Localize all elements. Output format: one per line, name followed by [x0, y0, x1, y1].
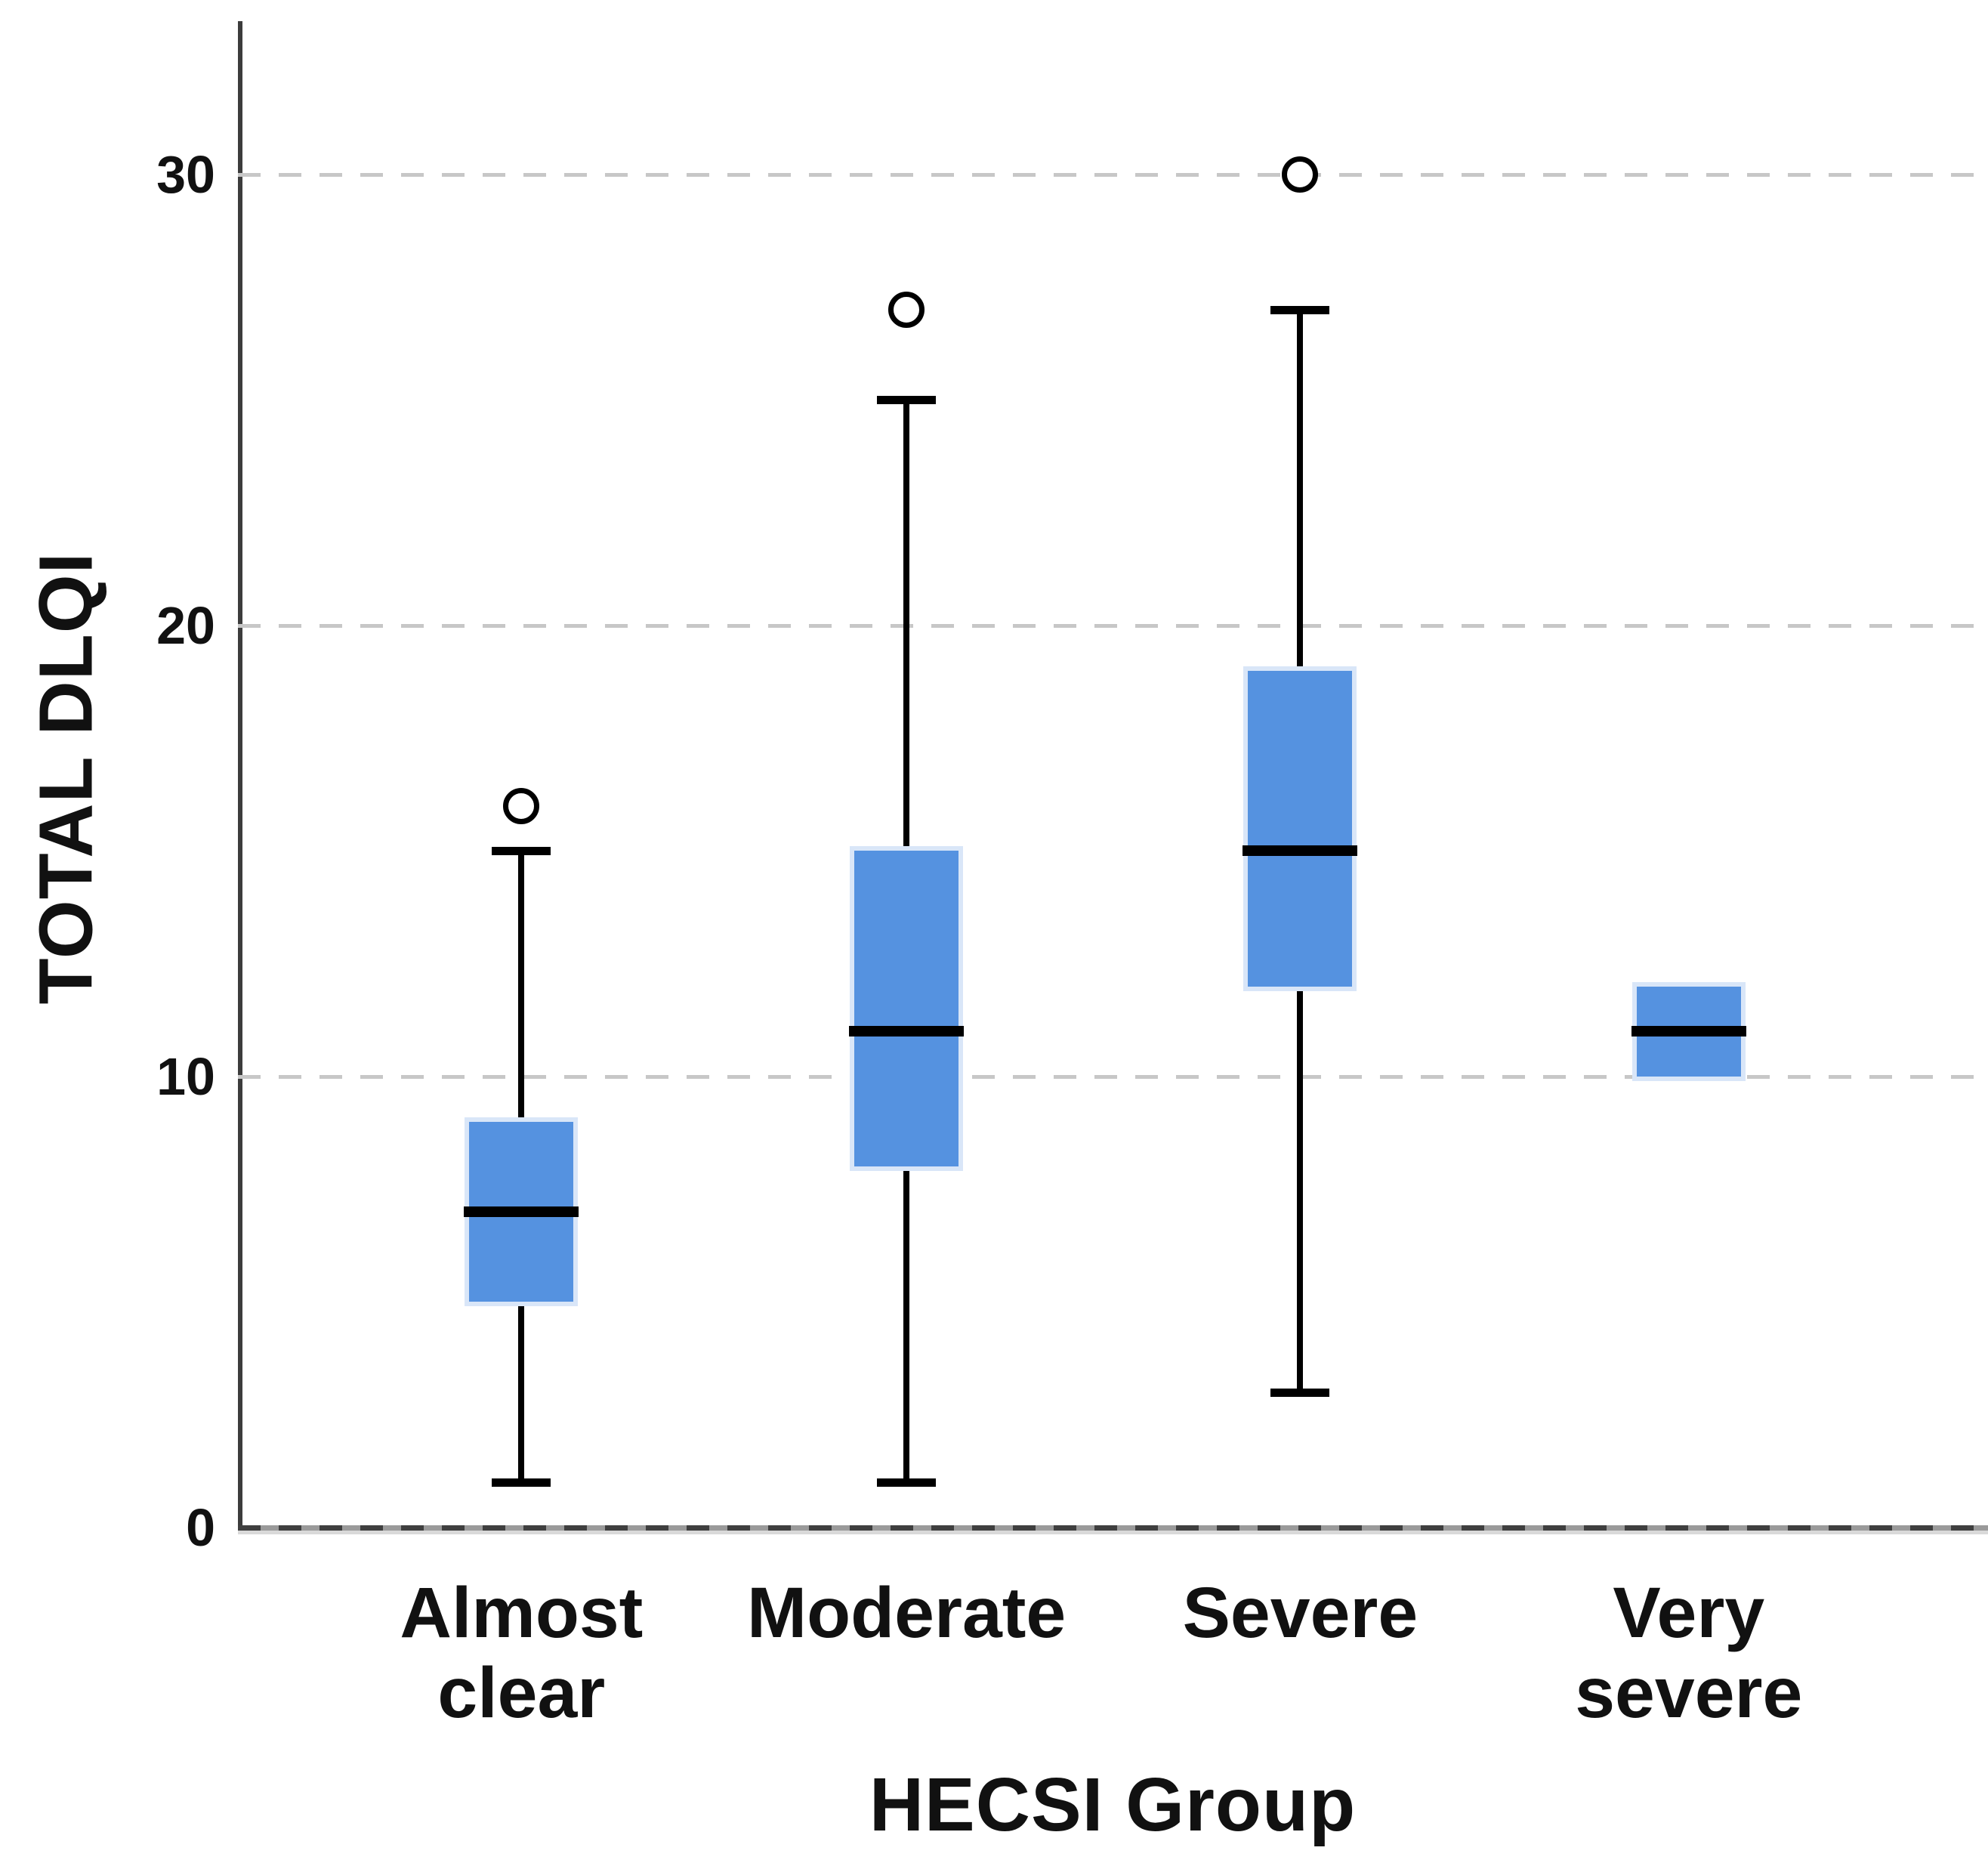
- x-category-label-1: Moderate: [746, 1573, 1067, 1653]
- median-line: [1631, 1026, 1746, 1037]
- y-tick-label-20: 20: [156, 595, 215, 655]
- x-category-label-2: Severe: [1182, 1573, 1418, 1653]
- outlier-point: [503, 787, 540, 824]
- median-line: [849, 1026, 965, 1037]
- x-axis-title: HECSI Group: [869, 1763, 1357, 1847]
- y-tick-label-10: 10: [156, 1046, 215, 1106]
- gridline-10: [238, 1074, 1988, 1079]
- plot-area: [238, 21, 1988, 1531]
- outlier-point: [1282, 156, 1319, 193]
- x-axis-line: [238, 1525, 1988, 1531]
- outlier-point: [888, 292, 925, 329]
- box: [850, 846, 964, 1172]
- x-category-label-3: Very severe: [1575, 1573, 1803, 1734]
- box: [1243, 666, 1357, 991]
- median-line: [464, 1206, 579, 1218]
- whisker-cap-top: [877, 396, 937, 405]
- gridline-30: [238, 172, 1988, 177]
- x-category-label-0: Almost clear: [400, 1573, 644, 1734]
- y-tick-label-0: 0: [186, 1498, 215, 1557]
- median-line: [1242, 845, 1358, 857]
- y-tick-label-30: 30: [156, 144, 215, 204]
- whisker-cap-top: [1270, 306, 1330, 315]
- y-axis-line: [238, 21, 242, 1528]
- whisker-cap-bottom: [492, 1478, 551, 1488]
- whisker-cap-bottom: [877, 1478, 937, 1488]
- whisker-cap-bottom: [1270, 1388, 1330, 1397]
- gridline-20: [238, 623, 1988, 628]
- whisker-cap-top: [492, 847, 551, 856]
